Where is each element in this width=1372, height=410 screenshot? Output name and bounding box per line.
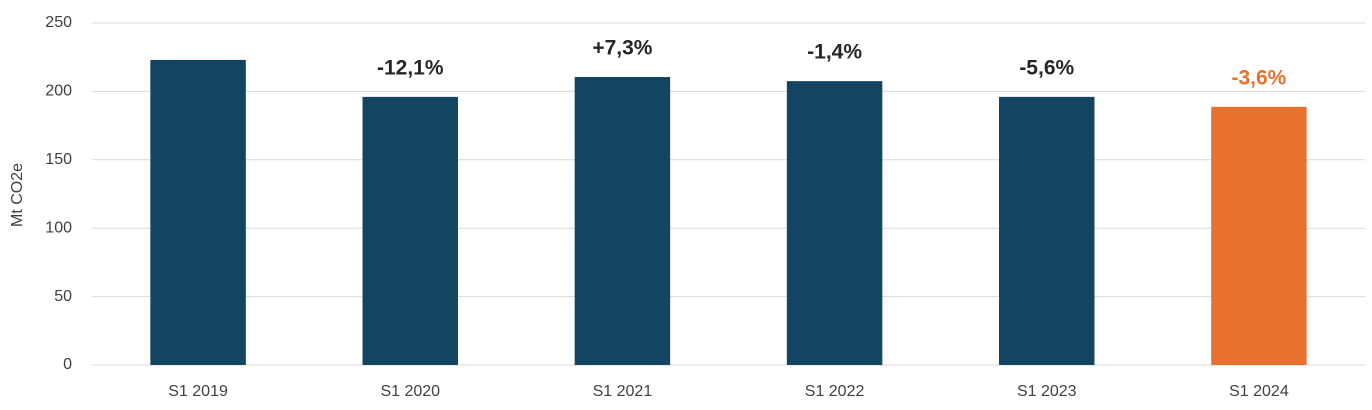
x-tick-label: S1 2021	[593, 383, 653, 400]
bar-annotation: +7,3%	[592, 37, 652, 60]
x-tick-label: S1 2022	[805, 383, 865, 400]
y-tick-label: 150	[45, 151, 72, 168]
y-tick-label: 100	[45, 219, 72, 236]
x-tick-label: S1 2020	[380, 383, 440, 400]
bar-annotation: -3,6%	[1231, 66, 1286, 89]
y-tick-label: 50	[54, 288, 72, 305]
x-tick-label: S1 2023	[1017, 383, 1077, 400]
y-tick-label: 200	[45, 83, 72, 100]
bar	[786, 81, 883, 365]
bar-annotation: -12,1%	[377, 56, 444, 79]
bar	[362, 96, 458, 365]
y-tick-label: 0	[63, 356, 72, 373]
bar	[150, 59, 246, 365]
x-tick-label: S1 2024	[1229, 383, 1289, 400]
y-axis-label: Mt CO2e	[9, 163, 26, 227]
bar-annotation: -5,6%	[1019, 56, 1074, 79]
bar-annotation: -1,4%	[807, 41, 862, 64]
y-tick-label: 250	[45, 14, 72, 31]
bar	[574, 77, 671, 365]
bar	[999, 96, 1095, 365]
bar	[1211, 106, 1307, 365]
x-tick-label: S1 2019	[168, 383, 228, 400]
